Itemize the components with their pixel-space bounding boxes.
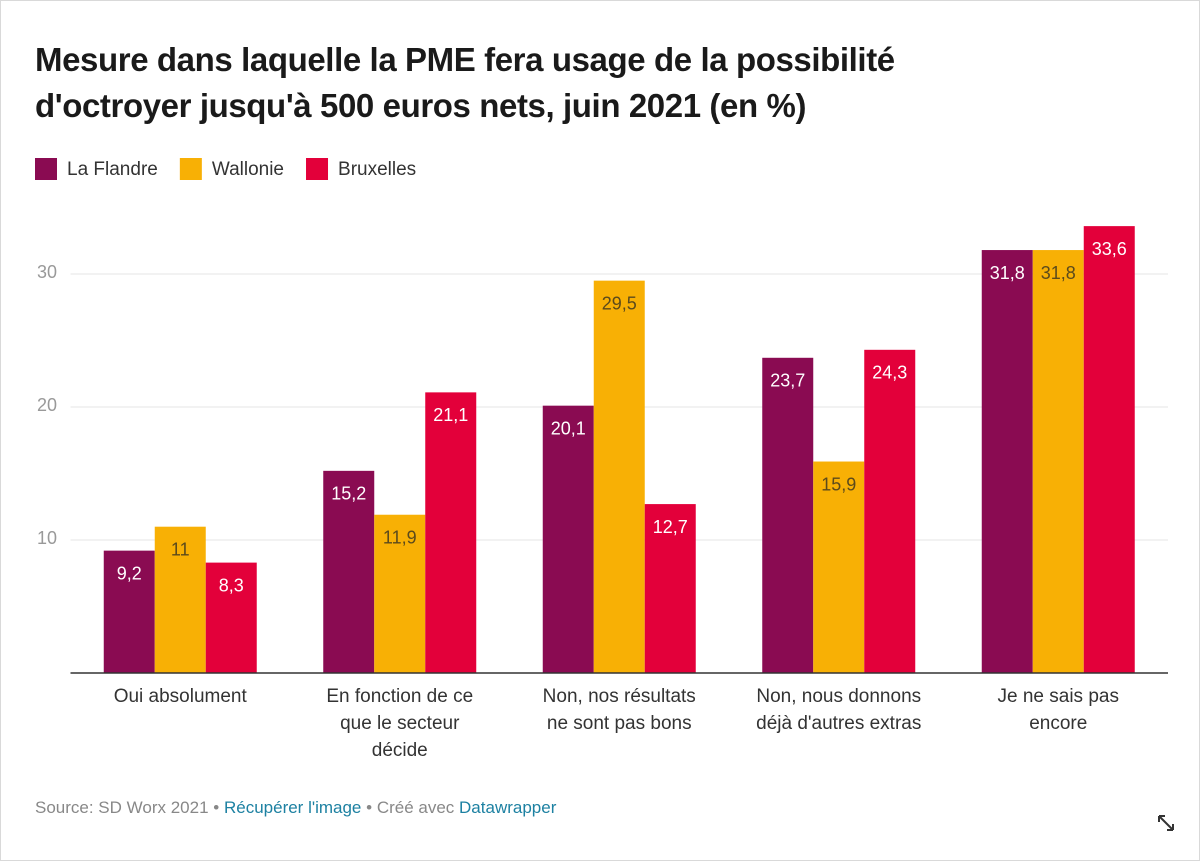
value-label: 11 [171,539,190,559]
separator: • [366,798,373,817]
value-label: 23,7 [770,371,805,391]
legend-label: La Flandre [67,159,158,180]
chart-title: Mesure dans laquelle la PME fera usage d… [35,41,895,78]
credit-link[interactable]: Datawrapper [459,798,557,817]
bar [154,526,206,673]
separator: • [213,798,220,817]
legend-label: Bruxelles [338,159,416,180]
legend-swatch [306,158,329,180]
bar [323,470,375,673]
bar [762,357,814,673]
x-tick-label: En fonction de ce que le secteur décide [326,686,474,761]
value-label: 12,7 [653,517,688,537]
bar [981,250,1033,673]
bar [425,392,477,673]
footer: Source: SD Worx 2021 • Récupérer l'image… [35,798,556,818]
y-tick-label: 10 [37,528,57,548]
x-tick-label: Non, nous donnons déjà d'autres extras [756,686,922,734]
x-tick-label: Je ne sais pas encore [997,686,1119,734]
value-label: 29,5 [602,293,637,313]
value-label: 15,2 [331,484,366,504]
credit: Créé avec [376,798,455,817]
bar [864,349,916,673]
bar [644,504,696,673]
bar [542,405,594,673]
x-tick-label: Non, nos résultats ne sont pas bons [542,686,696,734]
bar [1032,250,1084,673]
value-label: 9,2 [117,563,142,583]
bar [813,461,865,673]
legend-label: Wallonie [212,159,284,180]
legend-swatch [35,158,57,180]
bar [205,562,257,673]
image-link[interactable]: Récupérer l'image [223,798,362,817]
legend-swatch [179,158,202,180]
bar [103,550,155,673]
value-label: 20,1 [551,418,586,438]
y-tick-label: 30 [37,262,57,282]
chart-title: d'octroyer jusqu'à 500 euros nets, juin … [35,87,807,124]
value-label: 15,9 [821,474,856,494]
y-tick-label: 20 [37,395,57,415]
bar [374,514,426,673]
bar [1083,226,1135,673]
x-tick-label: Oui absolument [113,686,247,707]
value-label: 24,3 [872,363,907,383]
value-label: 31,8 [990,263,1025,283]
value-label: 31,8 [1041,263,1076,283]
resize-icon[interactable] [1158,815,1174,831]
value-label: 33,6 [1092,239,1127,259]
value-label: 8,3 [219,575,244,595]
source: Source: SD Worx 2021 [35,798,209,817]
bar [593,280,645,673]
value-label: 11,9 [383,527,417,547]
value-label: 21,1 [433,405,468,425]
